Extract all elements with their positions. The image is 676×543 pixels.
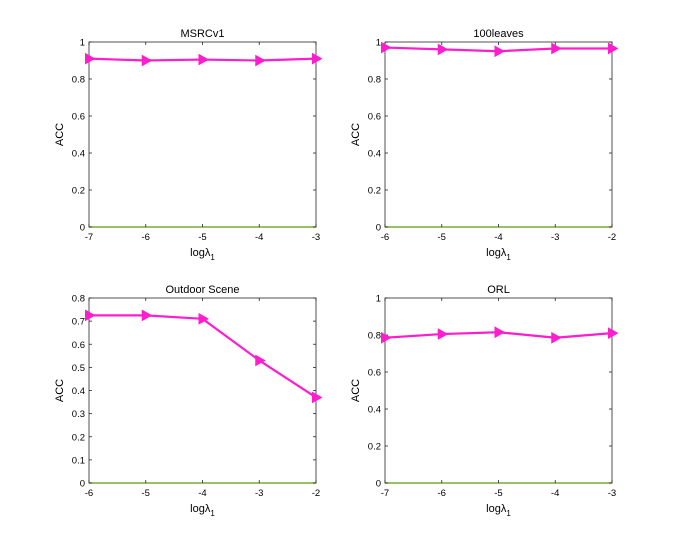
y-tick-label: 1 (376, 294, 381, 305)
data-point-marker (198, 53, 210, 66)
x-tick-label: -2 (312, 488, 320, 499)
y-axis-label: ACC (54, 379, 66, 402)
y-tick-label: 0.4 (72, 386, 85, 397)
x-tick-label: -5 (438, 232, 446, 243)
chart-title: MSRCv1 (180, 28, 224, 40)
y-tick-label: 0.6 (72, 340, 85, 351)
data-point-marker (141, 309, 153, 322)
subplot-3: 0 0.1 0.2 0.3 0.4 0.5 0.6 0.7 0.8 -6 -5 -4 -3 -2 Outdo… (54, 284, 323, 518)
data-point-marker (381, 41, 392, 54)
y-tick-label: 0.1 (72, 455, 85, 466)
x-tick-label: -7 (85, 232, 93, 243)
x-tick-label: -3 (608, 488, 616, 499)
y-tick-label: 0.4 (368, 405, 381, 416)
x-tick-label: -3 (312, 232, 320, 243)
y-tick-label: 1 (376, 38, 381, 49)
data-point-marker (255, 354, 266, 367)
x-axis-label: logλ1 (486, 503, 511, 518)
y-tick-label: 0.4 (72, 149, 85, 160)
data-point-marker (85, 309, 96, 322)
data-point-marker (381, 331, 392, 344)
data-point-marker (437, 328, 449, 340)
y-tick-label: 0.3 (72, 409, 85, 420)
y-tick-label: 0.6 (72, 112, 85, 123)
x-axis-label: logλ1 (486, 247, 511, 262)
x-tick-label: -4 (255, 232, 263, 243)
y-tick-label: 0.7 (72, 317, 85, 328)
x-tick-label: -6 (85, 488, 93, 499)
data-point-marker (494, 45, 506, 58)
y-tick-label: 0.8 (368, 331, 381, 342)
data-point-marker (255, 54, 266, 67)
y-tick-label: 0.8 (72, 75, 85, 86)
y-tick-label: 0.5 (72, 363, 85, 374)
x-tick-label: -6 (142, 232, 150, 243)
x-tick-label: -4 (494, 232, 502, 243)
x-axis-label: logλ1 (190, 247, 215, 262)
y-tick-label: 0.2 (72, 432, 85, 443)
data-point-marker (494, 326, 506, 339)
y-tick-label: 0.6 (368, 368, 381, 379)
data-point-marker (141, 54, 153, 67)
x-tick-label: -5 (494, 488, 502, 499)
chart-title: 100leaves (473, 28, 524, 40)
y-axis-label: ACC (54, 123, 66, 146)
axes-box (88, 41, 317, 228)
y-tick-label: 0.2 (72, 186, 85, 197)
y-tick-label: 0.2 (368, 186, 381, 197)
data-point-marker (551, 331, 562, 344)
y-tick-label: 0.8 (368, 75, 381, 86)
x-tick-label: -6 (381, 232, 389, 243)
y-tick-label: 0.6 (368, 112, 381, 123)
subplot-4: 0 0.2 0.4 0.6 0.8 1 -7 -6 -5 -4 -3 ORL logλ1 ACC (350, 284, 619, 518)
x-tick-label: -2 (608, 232, 616, 243)
subplot-1: 0 0.2 0.4 0.6 0.8 1 -7 -6 -5 -4 -3 MSRCv1 logλ1 ACC (54, 28, 323, 262)
x-axis-label: logλ1 (190, 503, 215, 518)
chart-title: ORL (487, 284, 510, 296)
x-tick-label: -3 (255, 488, 263, 499)
data-point-marker (85, 52, 96, 65)
data-point-marker (608, 42, 619, 55)
chart-title: Outdoor Scene (166, 284, 240, 296)
y-tick-label: 0 (376, 479, 381, 490)
data-point-marker (198, 312, 210, 325)
data-point-marker (551, 42, 562, 55)
axes-box (88, 297, 317, 484)
y-tick-label: 0 (80, 223, 85, 234)
y-tick-label: 0 (376, 223, 381, 234)
data-point-marker (312, 391, 323, 404)
x-tick-label: -4 (198, 488, 206, 499)
x-tick-label: -5 (142, 488, 150, 499)
y-axis-label: ACC (350, 123, 362, 146)
x-tick-label: -5 (198, 232, 206, 243)
y-tick-label: 0 (80, 479, 85, 490)
data-point-marker (608, 327, 619, 339)
y-tick-label: 1 (80, 38, 85, 49)
data-point-marker (312, 52, 323, 65)
x-tick-label: -7 (381, 488, 389, 499)
subplot-2: 0 0.2 0.4 0.6 0.8 1 -6 -5 -4 -3 -2 100leaves logλ1 AC… (350, 28, 619, 262)
x-tick-label: -6 (438, 488, 446, 499)
x-tick-label: -4 (551, 488, 559, 499)
axes-box (384, 297, 613, 484)
y-tick-label: 0.2 (368, 442, 381, 453)
x-tick-label: -3 (551, 232, 559, 243)
y-tick-label: 0.8 (72, 294, 85, 305)
y-axis-label: ACC (350, 379, 362, 402)
data-point-marker (437, 43, 449, 56)
axes-box (384, 41, 613, 228)
y-tick-label: 0.4 (368, 149, 381, 160)
